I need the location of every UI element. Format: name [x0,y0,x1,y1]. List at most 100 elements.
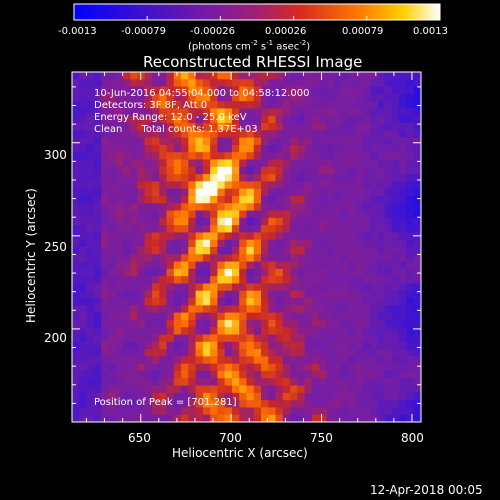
heatmap-cell [93,341,102,350]
heatmap-cell [115,385,124,394]
heatmap-cell [108,407,117,416]
heatmap-cell [413,276,421,285]
heatmap-cell [130,225,139,234]
heatmap-cell [173,305,182,314]
heatmap-cell [202,166,211,175]
heatmap-cell [166,181,175,190]
heatmap-cell [159,123,168,131]
heatmap-cell [290,341,298,350]
heatmap-cell [246,247,255,255]
heatmap-cell [231,166,240,175]
heatmap-cell [144,86,153,95]
heatmap-cell [151,210,160,219]
heatmap-cell [173,370,182,379]
heatmap-cell [282,137,291,146]
heatmap-cell [173,378,182,387]
heatmap-cell [319,108,328,117]
heatmap-cell [239,93,248,102]
heatmap-cell [275,137,284,146]
heatmap-cell [72,261,80,270]
heatmap-cell [333,210,342,219]
heatmap-cell [261,86,269,95]
heatmap-cell [151,349,160,357]
heatmap-cell [377,137,386,146]
heatmap-cell [246,101,255,110]
heatmap-cell [101,115,109,124]
heatmap-cell [341,239,349,248]
heatmap-cell [202,159,211,168]
heatmap-cell [137,356,146,365]
heatmap-cell [384,370,393,379]
heatmap-cell [370,254,378,263]
heatmap-cell [144,115,153,124]
heatmap-cell [297,108,306,117]
heatmap-cell [246,400,255,409]
heatmap-cell [377,268,386,277]
heatmap-cell [166,144,175,153]
heatmap-cell [122,283,131,292]
heatmap-cell [93,123,102,131]
heatmap-cell [144,181,153,190]
heatmap-cell [72,305,80,314]
heatmap-cell [333,195,342,204]
heatmap-cell [355,341,364,350]
heatmap-cell [370,72,378,80]
heatmap-cell [384,378,393,387]
footer-date: 12-Apr-2018 00:05 [370,483,483,497]
heatmap-cell [79,217,88,226]
heatmap-cell [282,159,291,168]
heatmap-cell [290,86,298,95]
heatmap-cell [144,341,153,350]
heatmap-cell [341,298,349,306]
heatmap-cell [115,312,124,321]
heatmap-cell [79,363,88,372]
heatmap-cell [399,210,408,219]
heatmap-cell [188,93,197,102]
heatmap-cell [326,283,335,292]
heatmap-cell [282,101,291,110]
heatmap-cell [188,137,197,146]
heatmap-cell [137,239,146,248]
heatmap-cell [333,400,342,409]
heatmap-cell [297,319,306,328]
heatmap-cell [86,159,95,168]
heatmap-cell [144,174,153,182]
heatmap-cell [362,115,371,124]
heatmap-cell [319,407,328,416]
heatmap-cell [246,130,255,139]
heatmap-cell [137,181,146,190]
heatmap-cell [290,108,298,117]
heatmap-cell [224,79,233,88]
heatmap-cell [224,283,233,292]
heatmap-cell [261,414,269,422]
heatmap-cell [319,356,328,365]
heatmap-cell [195,232,204,241]
heatmap-cell [144,225,153,234]
heatmap-cell [195,108,204,117]
heatmap-cell [217,334,226,343]
heatmap-cell [355,152,364,161]
heatmap-cell [144,327,153,336]
heatmap-cell [319,334,328,343]
heatmap-cell [275,319,284,328]
heatmap-cell [181,210,189,219]
heatmap-cell [202,115,211,124]
heatmap-cell [130,327,139,336]
heatmap-cell [268,115,277,124]
heatmap-cell [173,312,182,321]
heatmap-cell [311,290,320,299]
heatmap-cell [210,254,219,263]
heatmap-cell [384,247,393,255]
heatmap-cell [326,232,335,241]
heatmap-cell [391,400,400,409]
heatmap-cell [231,261,240,270]
heatmap-cell [144,159,153,168]
heatmap-cell [122,137,131,146]
heatmap-cell [101,363,109,372]
heatmap-cell [130,188,139,197]
heatmap-cell [231,341,240,350]
y-tick-label: 200 [44,331,67,345]
x-tick-label: 750 [310,431,333,445]
heatmap-cell [166,225,175,234]
heatmap-cell [413,378,421,387]
